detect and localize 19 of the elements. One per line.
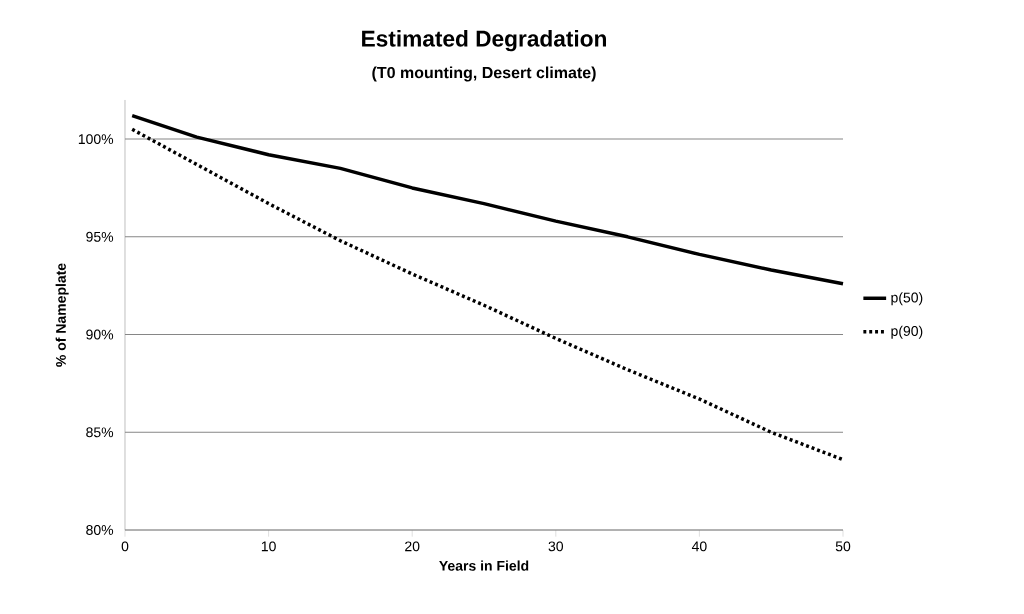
legend-label: p(90)	[891, 325, 923, 339]
x-tick-label: 50	[835, 541, 851, 552]
line-series	[130, 127, 845, 462]
y-tick-label: 100%	[78, 134, 114, 145]
y-tick-label: 90%	[86, 329, 114, 340]
y-tick-label: 95%	[86, 231, 114, 242]
legend-label: p(50)	[891, 292, 923, 306]
chart-subtitle: (T0 mounting, Desert climate)	[372, 66, 596, 82]
y-tick-label: 85%	[86, 427, 114, 438]
x-tick-label: 10	[261, 541, 276, 552]
x-tick-label: 30	[548, 541, 564, 552]
chart-title: Estimated Degradation	[362, 30, 607, 52]
x-tick-label: 40	[691, 541, 707, 552]
x-tick-label: 20	[405, 541, 420, 552]
x-axis-title: Years in Field	[439, 560, 529, 571]
x-tick-label: 0	[121, 541, 129, 552]
y-axis-title: % of Nameplate	[55, 263, 69, 367]
y-tick-label: 80%	[86, 525, 114, 535]
line-series	[130, 113, 845, 286]
